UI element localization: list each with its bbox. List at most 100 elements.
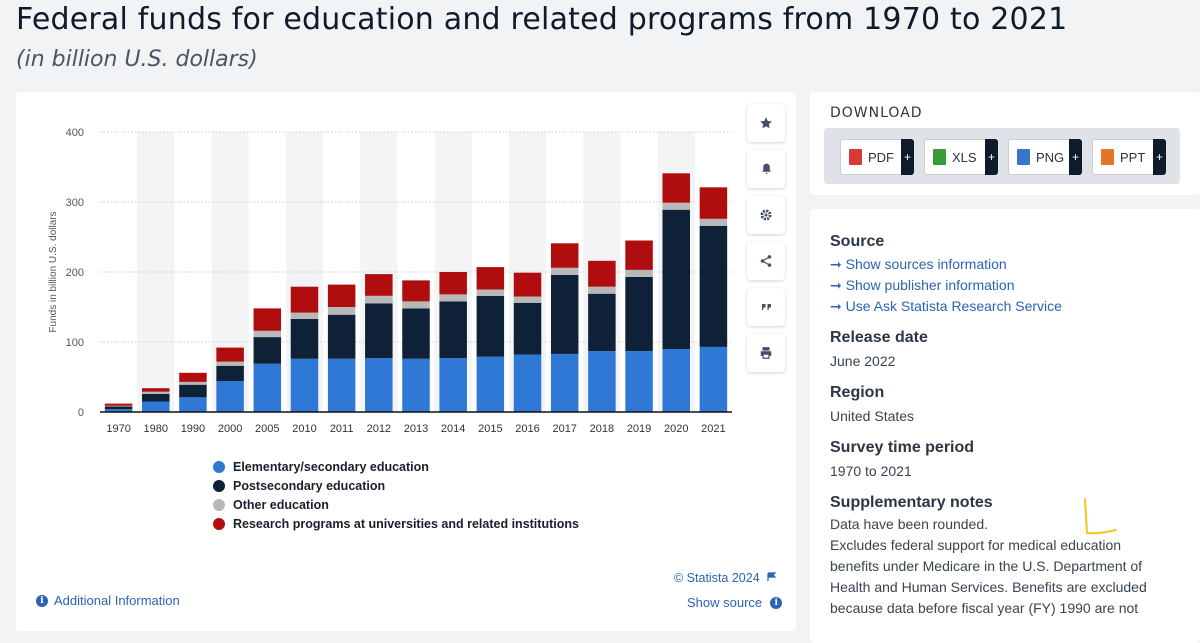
statista-credit[interactable]: © Statista 2024 [674,571,777,585]
supplementary-notes-heading: Supplementary notes [830,494,993,511]
legend-swatch [213,460,225,473]
bar-segment-elementary [142,401,170,412]
download-label: PNG [1036,149,1065,165]
x-tick-label: 1970 [106,423,130,435]
bar-segment-postsecondary [179,384,207,398]
legend-item-other[interactable]: Other education [213,495,579,514]
legend-item-elementary[interactable]: Elementary/secondary education [213,457,579,476]
legend-label: Postsecondary education [233,478,386,493]
bar-segment-postsecondary [550,274,579,354]
download-label: XLS [952,149,977,165]
x-tick-label: 2005 [255,423,279,435]
legend-label: Elementary/secondary education [233,459,429,474]
download-pdf-button[interactable]: PDF + [840,139,914,175]
bar-segment-elementary [439,358,467,412]
download-xls-button[interactable]: XLS + [924,139,998,175]
bar-segment-other [216,361,244,366]
bar-segment-research [625,240,653,270]
bar-segment-elementary [476,356,505,412]
bar-segment-other [588,286,616,294]
bar-segment-other [253,330,282,338]
print-button[interactable] [747,334,785,372]
bar-segment-elementary [662,349,690,412]
download-ppt-button[interactable]: PPT + [1092,139,1166,175]
supplementary-notes: Data have been rounded. Excludes federal… [830,514,1170,619]
show-sources-link[interactable]: ➞ Show sources information [830,256,1007,273]
bar-segment-other [513,296,542,303]
bar-segment-other [402,301,430,309]
chart-legend: Elementary/secondary education Postsecon… [213,457,579,533]
bar-segment-elementary [104,409,133,412]
legend-swatch [213,517,225,530]
bar-segment-other [142,391,170,394]
bar-segment-other [550,267,579,275]
show-source-link[interactable]: Show source i [687,595,783,610]
bar-segment-elementary [253,363,282,412]
x-tick-label: 2016 [515,423,539,435]
bar-segment-postsecondary [104,406,133,410]
x-tick-label: 2021 [701,423,725,435]
star-icon [760,117,772,129]
x-tick-label: 2015 [478,423,502,435]
bar-segment-other [365,295,393,304]
bar-segment-postsecondary [699,225,728,347]
bar-segment-postsecondary [588,293,616,352]
png-file-icon [1017,149,1030,165]
y-tick-label: 100 [66,337,84,349]
bar-segment-research [513,272,542,297]
bar-segment-research [439,272,467,295]
x-tick-label: 2012 [367,423,391,435]
arrow-right-icon: ➞ [830,277,842,293]
gear-icon [760,209,772,221]
plus-icon: + [901,139,914,175]
download-png-button[interactable]: PNG + [1008,139,1082,175]
notes-line: Data have been rounded. [830,516,989,532]
ask-statista-link[interactable]: ➞ Use Ask Statista Research Service [830,298,1062,315]
release-date-value: June 2022 [830,353,896,369]
y-tick-label: 0 [78,407,84,419]
y-tick-label: 300 [66,197,84,209]
legend-item-research[interactable]: Research programs at universities and re… [213,514,579,533]
x-tick-label: 2010 [292,423,316,435]
legend-swatch [213,479,225,492]
bar-segment-research [216,347,244,362]
info-icon: i [36,594,48,607]
ppt-file-icon [1101,149,1114,165]
page-title: Federal funds for education and related … [16,2,1068,37]
bar-segment-other [104,405,133,407]
bar-segment-postsecondary [625,276,653,352]
y-tick-label: 400 [66,127,84,139]
notes-line: Excludes federal support for medical edu… [830,537,1147,616]
print-icon [760,347,772,359]
settings-button[interactable] [747,196,785,234]
bar-segment-postsecondary [513,302,542,355]
show-publisher-link[interactable]: ➞ Show publisher information [830,277,1015,294]
stacked-bar-chart: 0 100 200 300 400 Funds in billion U.S. dolla… [48,127,732,435]
bar-segment-research [476,267,505,290]
notification-button[interactable] [747,150,785,188]
favorite-button[interactable] [747,104,785,142]
download-buttons-row: PDF + XLS + PNG + PPT + [824,128,1180,184]
link-label: Use Ask Statista Research Service [845,298,1062,314]
bar-segment-other [662,202,690,210]
bar-segment-research [662,173,690,203]
xls-file-icon [933,149,946,165]
show-source-label: Show source [687,595,763,610]
bar-segment-postsecondary [216,365,244,382]
cite-button[interactable] [747,288,785,326]
legend-item-postsecondary[interactable]: Postsecondary education [213,476,579,495]
additional-information-link[interactable]: i Additional Information [36,593,180,608]
share-icon [760,255,772,267]
bar-segment-research [142,388,170,392]
arrow-right-icon: ➞ [830,256,842,272]
plus-icon: + [1153,139,1166,175]
share-button[interactable] [747,242,785,280]
bar-segment-research [550,243,579,268]
bar-segment-postsecondary [662,209,690,349]
bar-segment-research [365,274,393,296]
bar-segment-research [179,372,207,382]
chart-card: 0 100 200 300 400 Funds in billion U.S. dolla… [16,92,796,631]
pdf-file-icon [849,149,862,165]
bar-segment-elementary [290,358,319,412]
bar-segment-elementary [588,351,616,412]
